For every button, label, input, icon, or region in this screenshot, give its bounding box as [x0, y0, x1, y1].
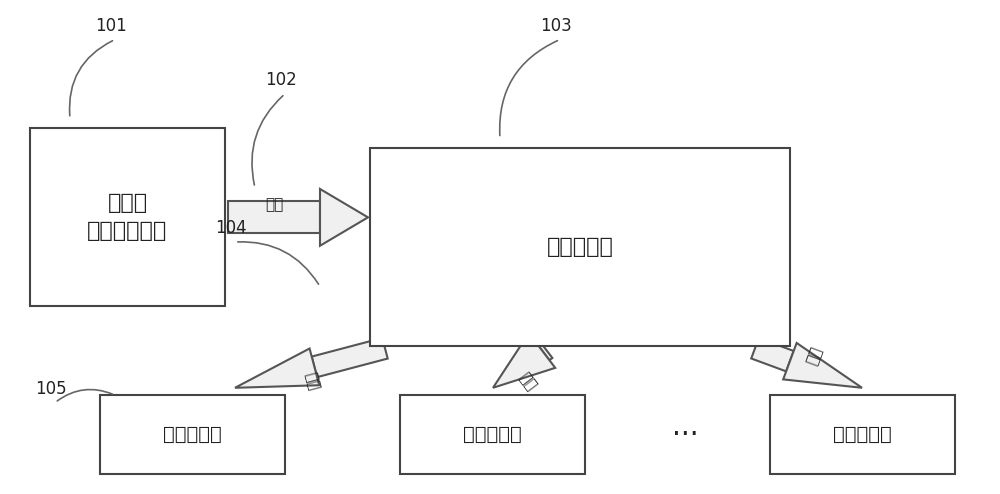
Bar	[228, 202, 320, 233]
Text: 101: 101	[95, 17, 127, 35]
Bar	[370, 148, 790, 346]
Text: 上传: 上传	[265, 198, 283, 212]
Text: 数采仪设备: 数采仪设备	[463, 425, 522, 444]
Text: 数采仪设备: 数采仪设备	[833, 425, 892, 444]
Bar	[770, 395, 955, 474]
Text: 105: 105	[35, 380, 67, 398]
Polygon shape	[751, 338, 794, 371]
Text: 数采仪
协议配置工具: 数采仪 协议配置工具	[87, 193, 168, 242]
Polygon shape	[535, 338, 552, 360]
Bar	[100, 395, 285, 474]
Bar	[400, 395, 585, 474]
Text: 102: 102	[265, 71, 297, 89]
Polygon shape	[312, 338, 388, 377]
Text: ···: ···	[672, 421, 698, 449]
Text: 云端协议库: 云端协议库	[547, 237, 613, 257]
Text: 104: 104	[215, 219, 247, 237]
Text: 103: 103	[540, 17, 572, 35]
Polygon shape	[320, 189, 368, 246]
Text: 下载: 下载	[304, 370, 323, 391]
Polygon shape	[235, 348, 319, 388]
Text: 数采仪设备: 数采仪设备	[163, 425, 222, 444]
Polygon shape	[493, 333, 555, 388]
Text: 下载: 下载	[516, 368, 539, 391]
Polygon shape	[783, 343, 862, 388]
Text: 下载: 下载	[803, 345, 823, 367]
Bar	[30, 128, 225, 306]
